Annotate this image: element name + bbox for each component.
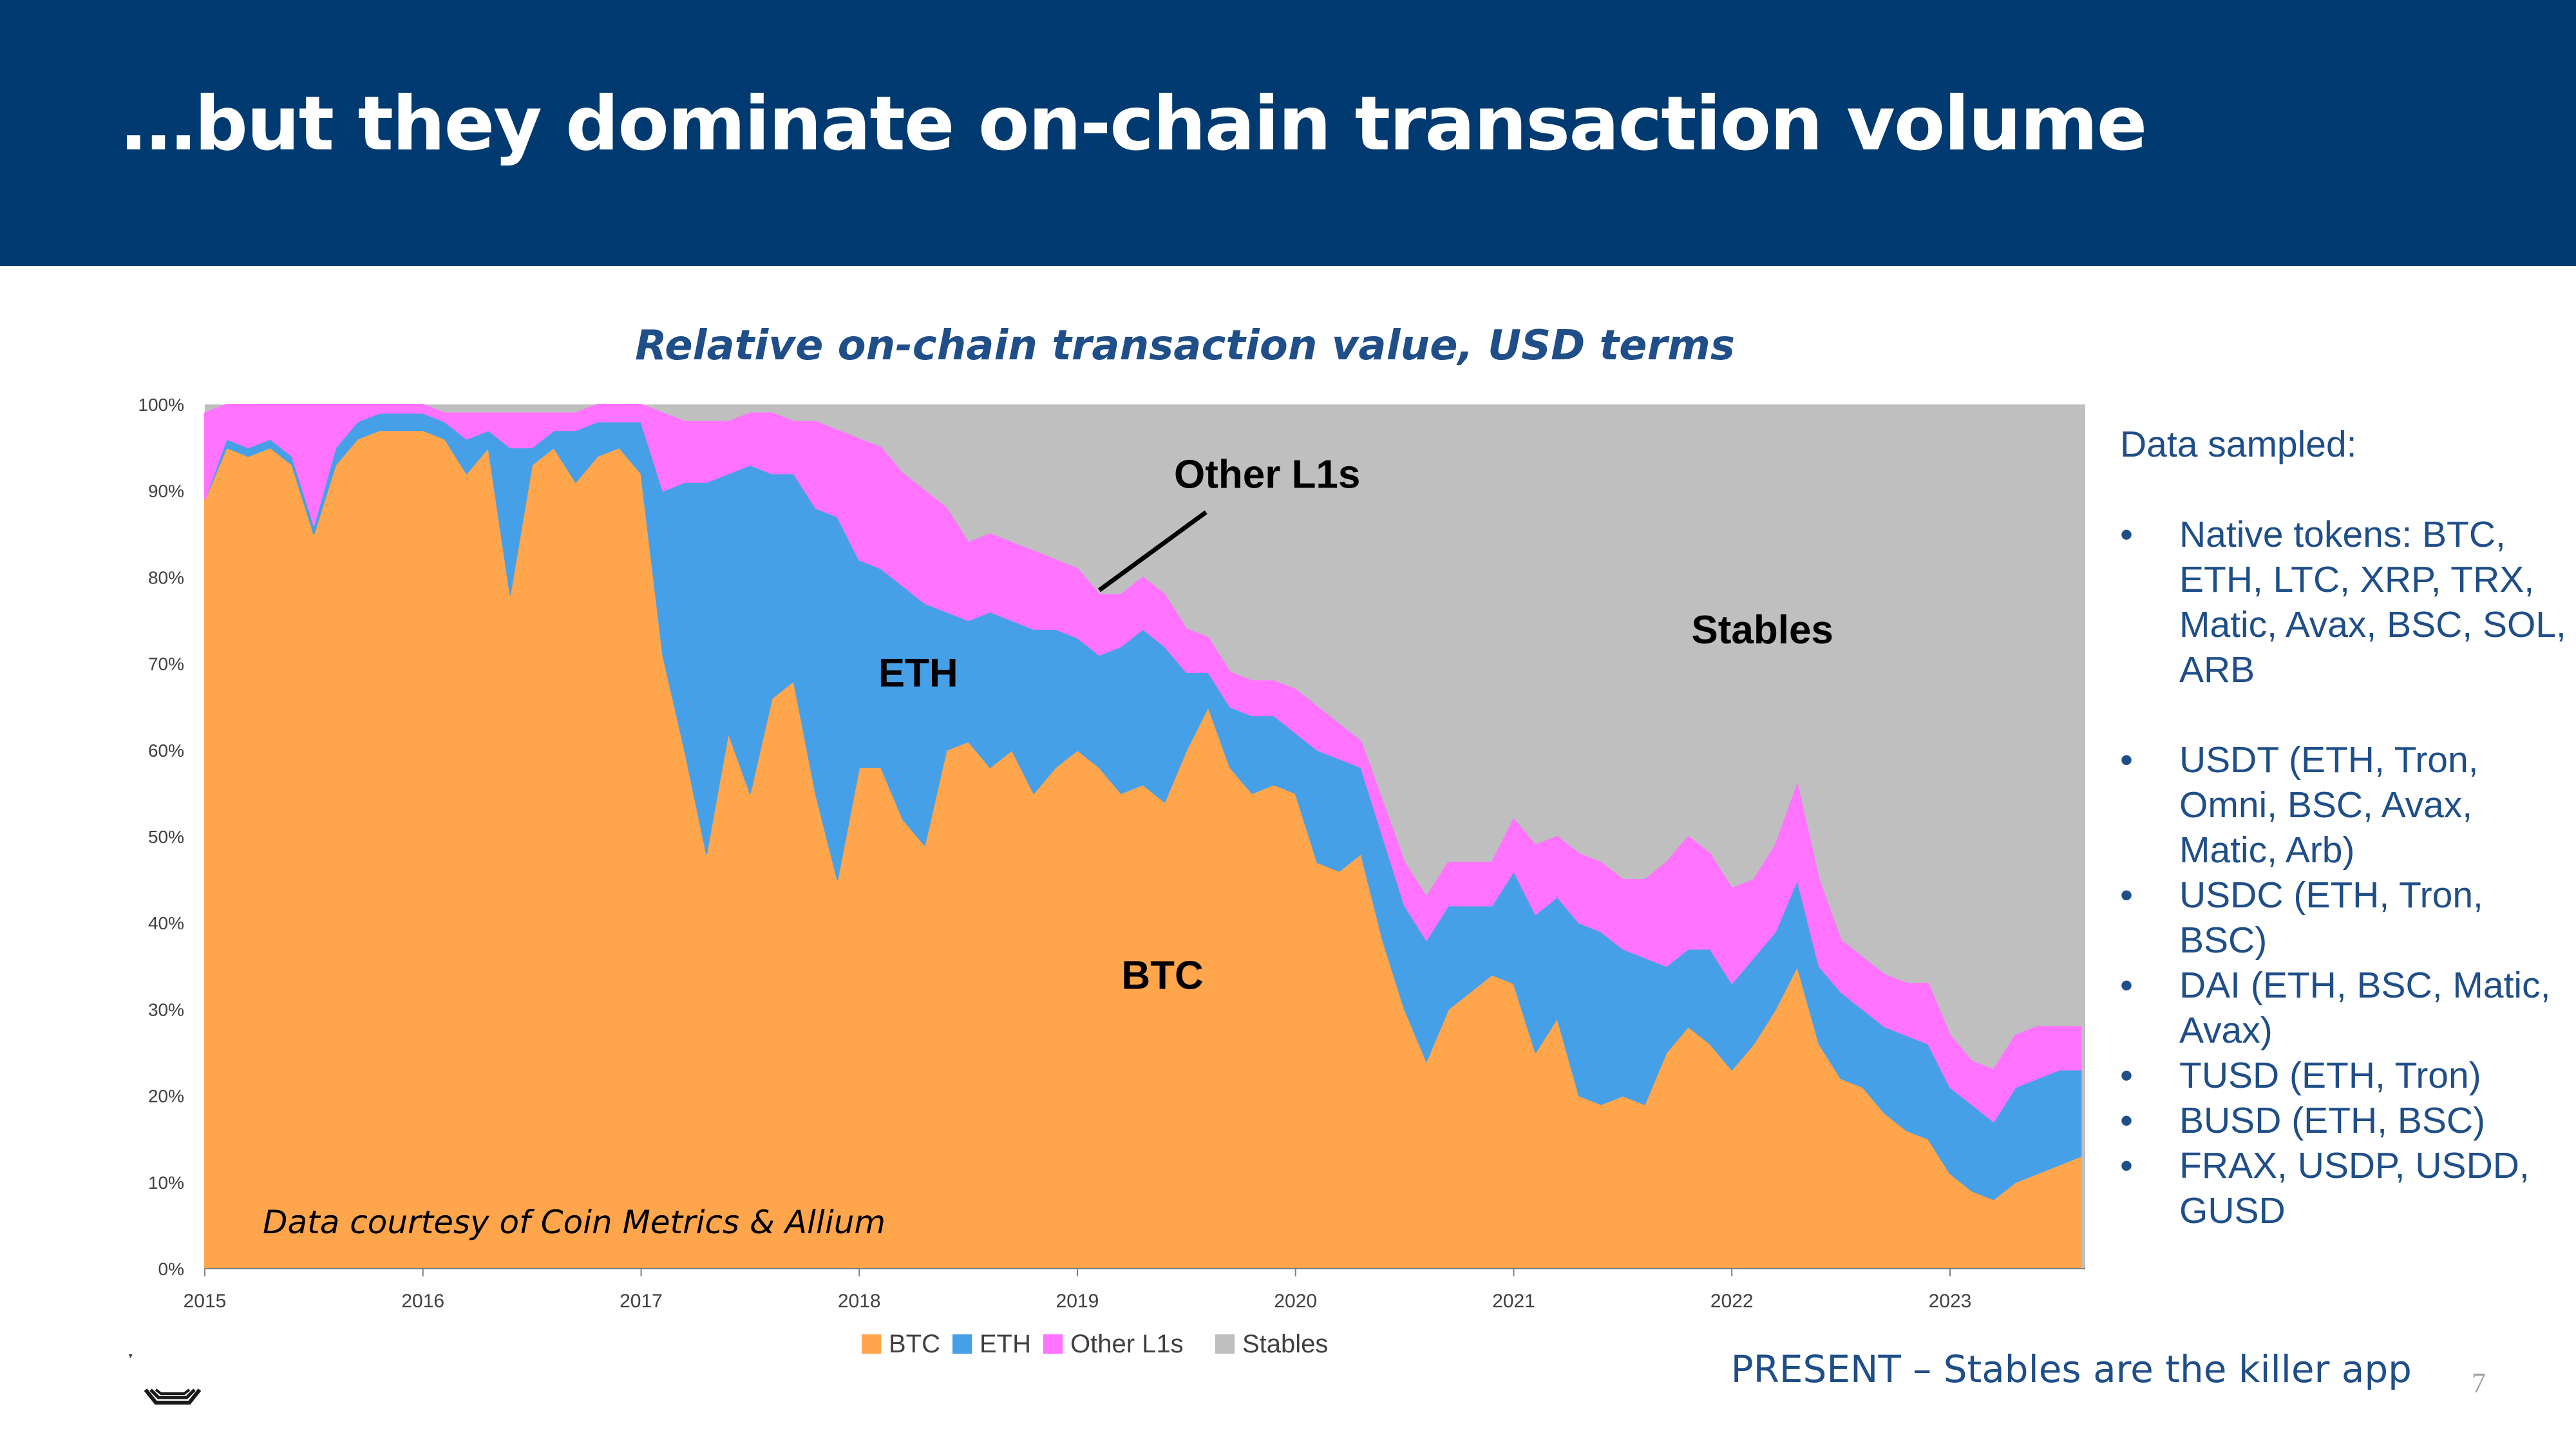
y-tick-label: 30% xyxy=(148,999,184,1019)
list-item: USDC (ETH, Tron, BSC) xyxy=(2120,873,2571,963)
legend-swatch-other-l1s xyxy=(1043,1334,1063,1354)
list-item: USDT (ETH, Tron, Omni, BSC, Avax, Matic,… xyxy=(2120,737,2571,873)
y-tick-label: 70% xyxy=(148,654,184,674)
y-tick-label: 20% xyxy=(148,1086,184,1106)
legend-label-other-l1s: Other L1s xyxy=(1070,1330,1184,1358)
annotation-pointer-line xyxy=(1097,510,1208,592)
stablecoin-list: USDT (ETH, Tron, Omni, BSC, Avax, Matic,… xyxy=(2120,737,2571,1233)
y-tick-label: 40% xyxy=(148,913,184,933)
x-tick-label: 2023 xyxy=(1929,1291,1972,1312)
x-tick-label: 2017 xyxy=(620,1291,663,1312)
y-tick-label: 100% xyxy=(138,395,184,415)
x-tick-label: 2021 xyxy=(1492,1291,1535,1312)
x-tick-label: 2018 xyxy=(838,1291,881,1312)
legend-swatch-stables xyxy=(1215,1334,1235,1354)
y-tick-label: 90% xyxy=(148,481,184,501)
page-number: 7 xyxy=(2472,1367,2486,1399)
header-bar: …but they dominate on-chain transaction … xyxy=(0,0,2576,266)
legend-swatch-btc xyxy=(862,1334,881,1354)
legend-label-eth: ETH xyxy=(980,1330,1031,1358)
x-tick-label: 2016 xyxy=(401,1291,444,1312)
slide-title: …but they dominate on-chain transaction … xyxy=(121,80,2147,167)
y-tick-label: 80% xyxy=(148,567,184,587)
y-tick-label: 60% xyxy=(148,741,184,761)
annotation-btc: BTC xyxy=(1121,954,1203,998)
annotation-stables: Stables xyxy=(1691,608,1833,652)
list-item: DAI (ETH, BSC, Matic, Avax) xyxy=(2120,963,2571,1053)
footer-section-label: PRESENT – Stables are the killer app xyxy=(1730,1347,2412,1391)
y-tick-label: 0% xyxy=(158,1259,184,1279)
y-tick-label: 50% xyxy=(148,827,184,847)
legend-label-btc: BTC xyxy=(889,1330,940,1358)
sidebar-heading: Data sampled: xyxy=(2120,424,2357,465)
list-item: Native tokens: BTC, ETH, LTC, XRP, TRX, … xyxy=(2120,512,2571,692)
company-logo-icon xyxy=(129,1354,202,1405)
native-token-list: Native tokens: BTC, ETH, LTC, XRP, TRX, … xyxy=(2120,512,2571,692)
chart-title: Relative on-chain transaction value, USD… xyxy=(635,322,1735,370)
list-item: TUSD (ETH, Tron) xyxy=(2120,1053,2571,1098)
legend-label-stables: Stables xyxy=(1242,1330,1328,1358)
x-tick-label: 2020 xyxy=(1274,1291,1317,1312)
x-tick-label: 2015 xyxy=(184,1291,227,1312)
list-item: BUSD (ETH, BSC) xyxy=(2120,1098,2571,1143)
legend-swatch-eth xyxy=(952,1334,972,1354)
source-note: Data courtesy of Coin Metrics & Allium xyxy=(263,1204,886,1241)
annotation-eth: ETH xyxy=(878,651,958,696)
y-tick-label: 10% xyxy=(148,1173,184,1193)
data-sampled-panel: Data sampled: Native tokens: BTC, ETH, L… xyxy=(2120,422,2571,1233)
annotation-other-l1s: Other L1s xyxy=(1174,452,1360,497)
area-series-other-l1s xyxy=(204,404,2082,1122)
x-tick-label: 2019 xyxy=(1056,1291,1099,1312)
list-item: FRAX, USDP, USDD, GUSD xyxy=(2120,1143,2571,1233)
x-tick-label: 2022 xyxy=(1710,1291,1754,1312)
